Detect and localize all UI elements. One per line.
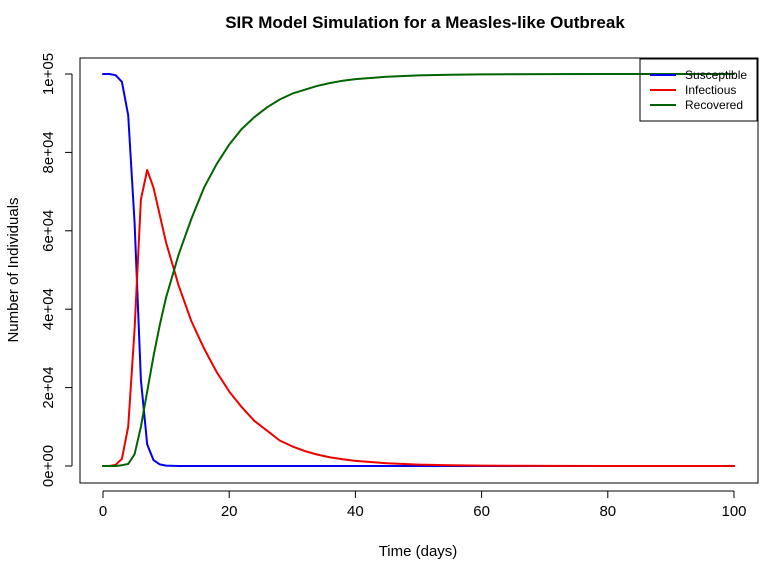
y-axis: 0e+00 2e+04 4e+04 6e+04 8e+04 1e+05 bbox=[40, 53, 73, 487]
x-tick-label: 80 bbox=[599, 503, 616, 520]
y-tick-label: 0e+00 bbox=[40, 445, 57, 487]
y-tick-label: 6e+04 bbox=[40, 210, 57, 252]
series-line-infectious bbox=[102, 169, 735, 467]
y-axis-label: Number of Individuals bbox=[5, 197, 22, 342]
legend-label-recovered: Recovered bbox=[685, 98, 743, 112]
series-line-recovered bbox=[102, 73, 735, 467]
x-tick-label: 20 bbox=[221, 503, 238, 520]
x-axis-label: Time (days) bbox=[379, 543, 458, 560]
x-tick-label: 60 bbox=[473, 503, 490, 520]
legend-label-infectious: Infectious bbox=[685, 83, 736, 97]
y-tick-label: 1e+05 bbox=[40, 53, 57, 95]
series-line-susceptible bbox=[102, 73, 735, 467]
chart-title: SIR Model Simulation for a Measles-like … bbox=[225, 13, 625, 32]
plot-frame bbox=[79, 57, 759, 484]
x-axis: 0 20 40 60 80 100 bbox=[99, 490, 747, 520]
x-tick-label: 0 bbox=[99, 503, 107, 520]
x-tick-label: 40 bbox=[347, 503, 364, 520]
legend-label-susceptible: Susceptible bbox=[685, 68, 747, 82]
y-tick-label: 4e+04 bbox=[40, 288, 57, 330]
series-group bbox=[102, 73, 735, 467]
y-tick-label: 2e+04 bbox=[40, 367, 57, 409]
x-tick-label: 100 bbox=[721, 503, 746, 520]
legend-box bbox=[639, 58, 758, 122]
y-tick-label: 8e+04 bbox=[40, 131, 57, 173]
